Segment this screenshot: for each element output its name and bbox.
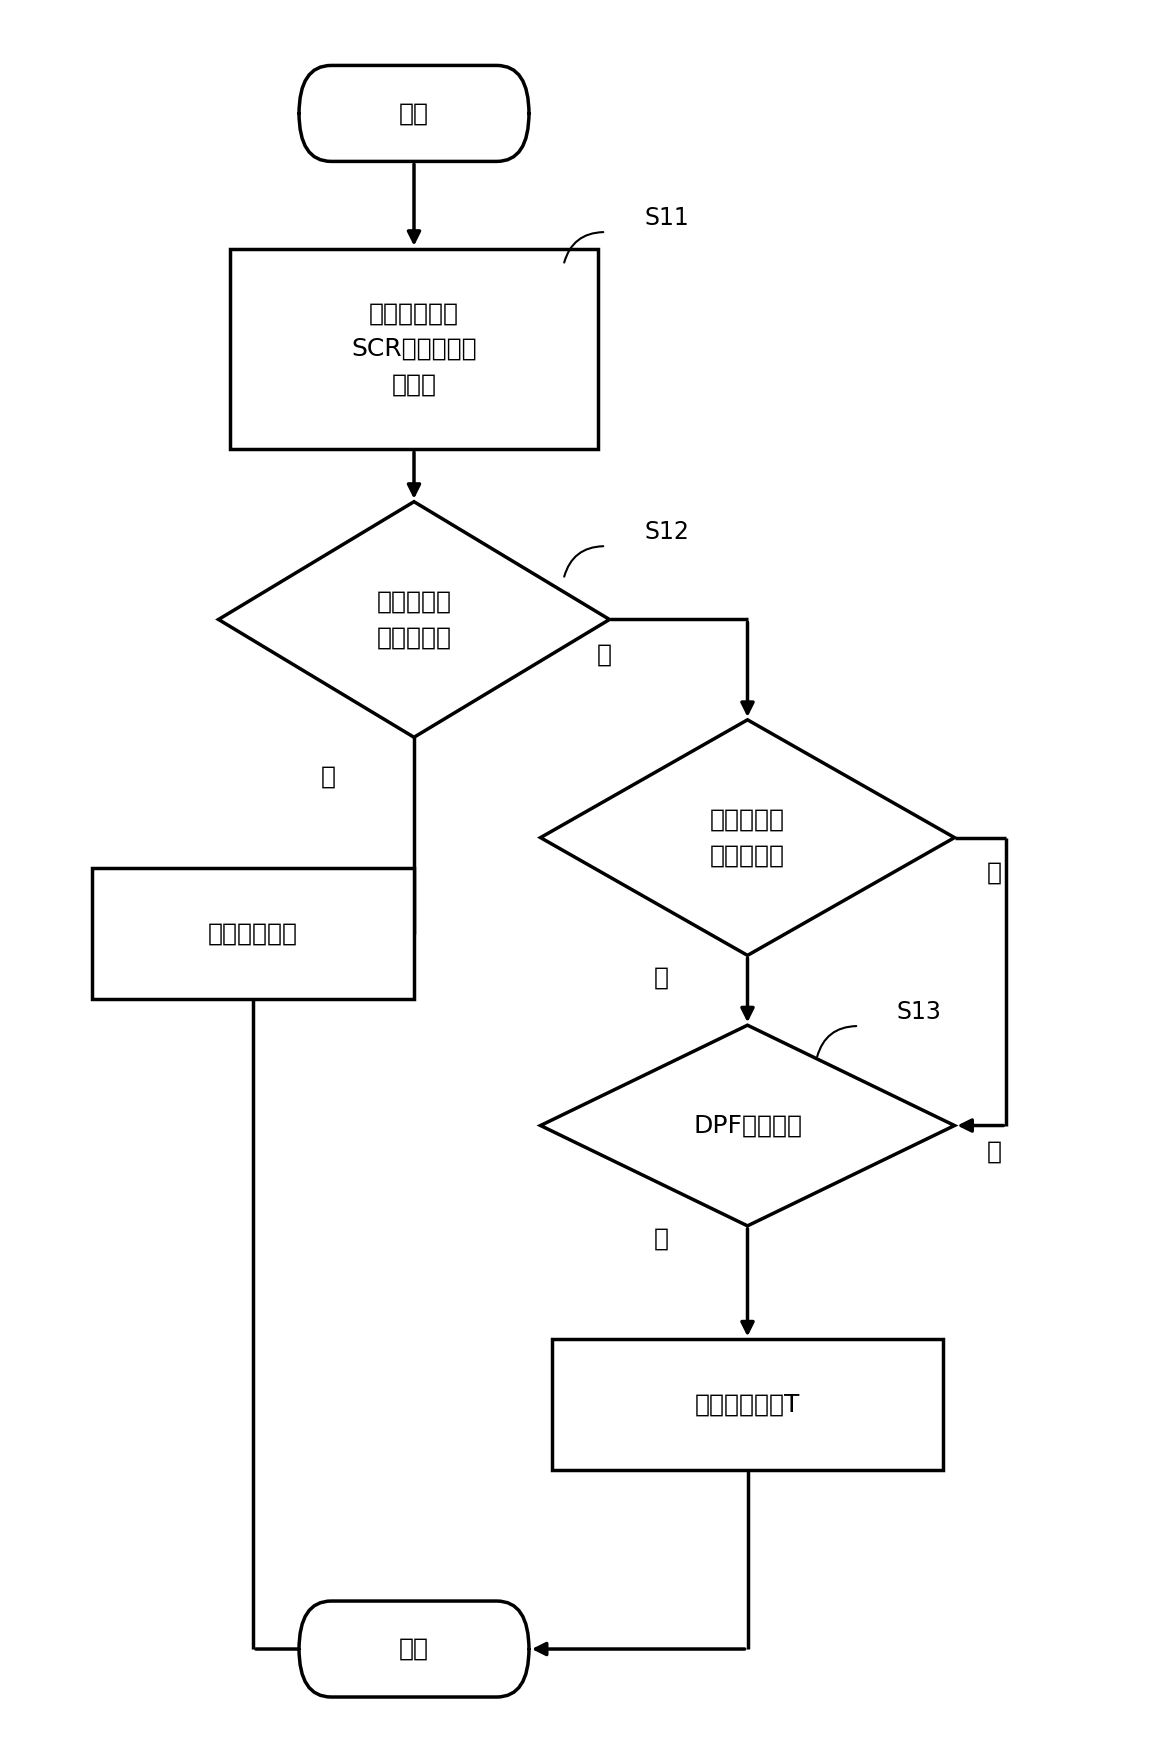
Text: S11: S11 — [644, 206, 689, 230]
Text: DPF是否再生: DPF是否再生 — [693, 1113, 802, 1138]
Text: 结束: 结束 — [399, 1637, 429, 1661]
Text: 执行脱硫动作: 执行脱硫动作 — [208, 921, 298, 946]
Bar — [230, 248, 598, 448]
FancyBboxPatch shape — [299, 1602, 529, 1696]
Bar — [552, 1340, 943, 1469]
Text: 否: 否 — [987, 1139, 1003, 1164]
Text: S13: S13 — [897, 1000, 942, 1024]
Text: 开始: 开始 — [399, 101, 429, 126]
Polygon shape — [540, 721, 954, 956]
Text: 延长再生时间T: 延长再生时间T — [695, 1393, 800, 1417]
Text: 获取全工况下
SCR中的硫化盐
的含量: 获取全工况下 SCR中的硫化盐 的含量 — [351, 302, 477, 396]
Text: 否: 否 — [987, 860, 1003, 885]
Text: 否: 否 — [596, 642, 612, 667]
Text: S12: S12 — [644, 520, 689, 544]
Text: 硫含量超过
第二预设值: 硫含量超过 第二预设值 — [710, 808, 785, 867]
Text: 是: 是 — [653, 1227, 669, 1251]
Text: 是: 是 — [653, 965, 669, 989]
Polygon shape — [540, 1026, 954, 1227]
Polygon shape — [218, 503, 610, 736]
Text: 是: 是 — [320, 764, 336, 789]
FancyBboxPatch shape — [299, 65, 529, 162]
Text: 硫含量超过
第一预设值: 硫含量超过 第一预设值 — [376, 590, 452, 649]
Bar — [92, 867, 414, 998]
